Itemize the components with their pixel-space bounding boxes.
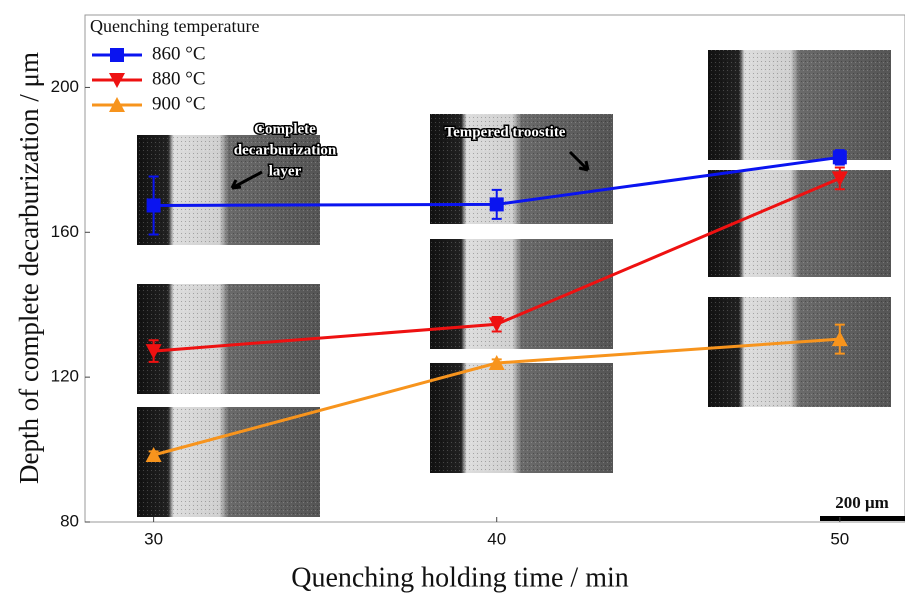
legend-marker bbox=[109, 73, 125, 88]
x-axis-label: Quenching holding time / min bbox=[291, 562, 629, 593]
annotation: decarburization bbox=[234, 142, 337, 158]
data-point bbox=[145, 344, 162, 360]
legend-label: 880 °C bbox=[152, 68, 206, 89]
micrographs bbox=[137, 50, 891, 517]
legend-marker bbox=[110, 48, 124, 62]
y-axis-label: Depth of complete decarburization / μm bbox=[14, 52, 44, 484]
data-point bbox=[831, 171, 848, 187]
annotation: Complete bbox=[254, 121, 316, 137]
legend-label: 900 °C bbox=[152, 93, 206, 114]
data-point bbox=[145, 447, 162, 463]
annotation: Tempered troostite bbox=[445, 124, 566, 140]
legend-marker bbox=[109, 97, 125, 112]
data-point bbox=[832, 150, 847, 165]
y-tick-label: 200 bbox=[51, 77, 79, 96]
legend-title: Quenching temperature bbox=[90, 16, 259, 36]
scale-bar bbox=[820, 516, 905, 521]
arrow bbox=[568, 150, 590, 172]
data-point bbox=[488, 317, 505, 333]
data-point bbox=[489, 197, 504, 212]
x-tick-label: 50 bbox=[830, 529, 849, 548]
data-point bbox=[488, 355, 505, 371]
y-tick-label: 80 bbox=[60, 511, 79, 530]
x-tick-label: 30 bbox=[144, 529, 163, 548]
scale-bar-label: 200 μm bbox=[835, 493, 889, 512]
x-tick-label: 40 bbox=[487, 529, 506, 548]
legend-label: 860 °C bbox=[152, 43, 206, 64]
plot-frame bbox=[84, 14, 905, 523]
y-tick-label: 120 bbox=[51, 367, 79, 386]
annotation: layer bbox=[269, 163, 302, 179]
data-point bbox=[831, 331, 848, 347]
arrow bbox=[230, 170, 263, 190]
y-tick-label: 160 bbox=[51, 222, 79, 241]
data-point bbox=[146, 198, 161, 213]
